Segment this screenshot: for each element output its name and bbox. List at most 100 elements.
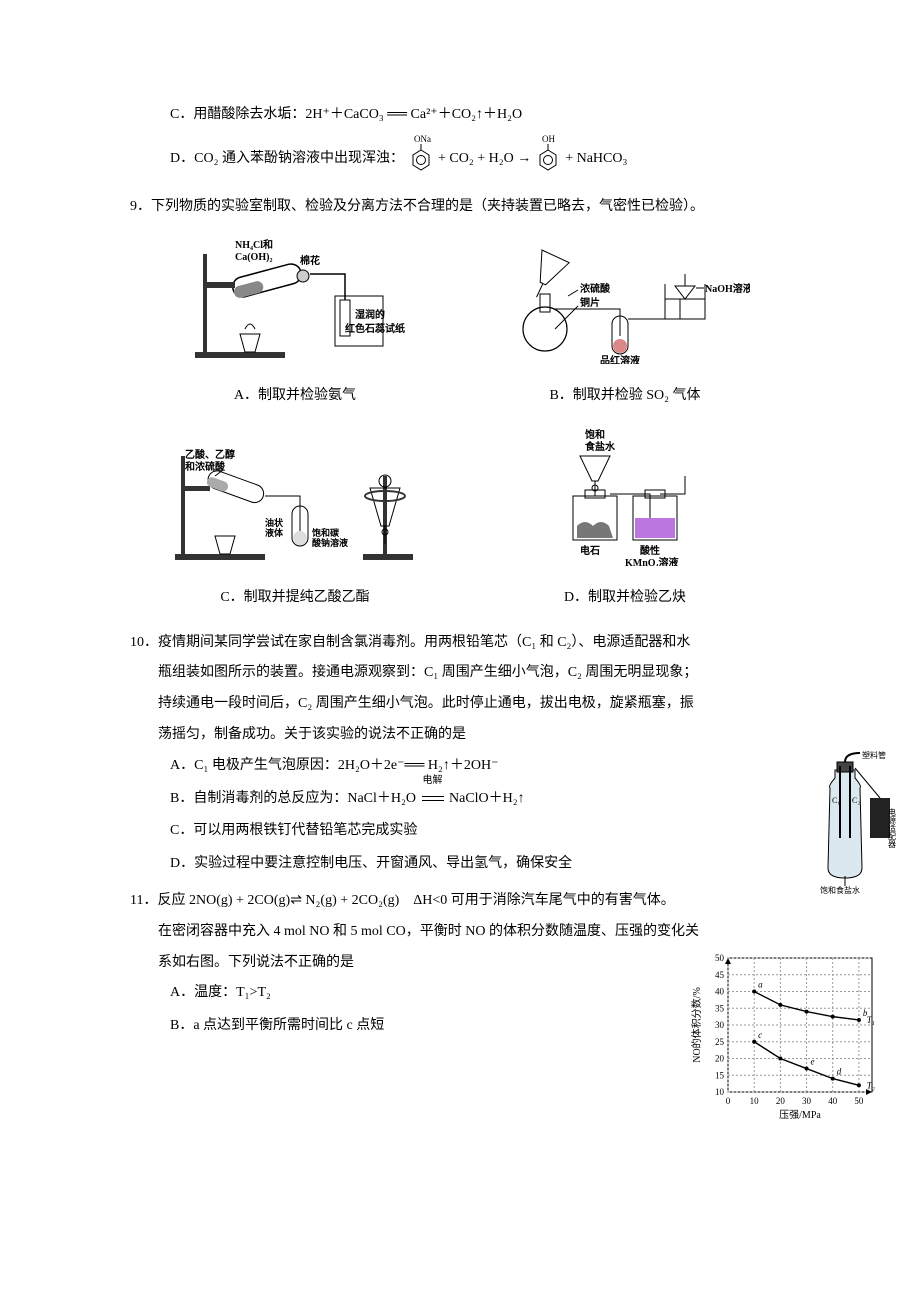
- label: 铜片: [580, 296, 600, 309]
- label: C₁: [832, 796, 840, 805]
- electrolysis-symbol: 电解: [420, 784, 446, 815]
- svg-text:30: 30: [802, 1096, 812, 1106]
- q-number: 11．: [130, 893, 157, 908]
- svg-text:T₁: T₁: [867, 1015, 875, 1025]
- label: 酸性: [640, 544, 660, 557]
- label: 品红溶液: [600, 354, 640, 364]
- q9-figB: 浓硫酸 铜片 品红溶液 NaOH溶液: [460, 244, 790, 377]
- question-9: 9．下列物质的实验室制取、检验及分离方法不合理的是（夹持装置已略去，气密性已检验…: [130, 192, 790, 614]
- label: 浓硫酸: [580, 282, 611, 295]
- q11-chart: 01020304050504540353025201510T₁abT₂cedNO…: [690, 950, 900, 1143]
- q8-option-c: C．用醋酸除去水垢：2H⁺＋CaCO₃ ══ Ca²⁺＋CO₂↑＋H₂O: [130, 100, 790, 131]
- label: 电源适配器: [888, 807, 897, 849]
- q9-stem: 9．下列物质的实验室制取、检验及分离方法不合理的是（夹持装置已略去，气密性已检验…: [158, 192, 790, 223]
- question-10: 10．疫情期间某同学尝试在家自制含氯消毒剂。用两根铅笔芯（C₁ 和 C₂）、电源…: [130, 628, 790, 880]
- svg-text:20: 20: [715, 1053, 725, 1063]
- label: 红色石蕊试纸: [345, 322, 405, 335]
- label: NH₄Cl和: [235, 238, 273, 251]
- phenol-structure: OH: [533, 133, 563, 186]
- oh-label: OH: [542, 134, 555, 144]
- q9-cap-row2: C．制取并提纯乙酸乙酯 D．制取并检验乙炔: [130, 583, 790, 614]
- svg-text:d: d: [837, 1067, 842, 1077]
- q10-option-d: D．实验过程中要注意控制电压、开窗通风、导出氢气，确保安全: [130, 849, 790, 880]
- q10-option-c: C．可以用两根铁钉代替铅笔芯完成实验: [130, 816, 790, 847]
- svg-text:40: 40: [828, 1096, 838, 1106]
- svg-text:45: 45: [715, 970, 725, 980]
- svg-text:10: 10: [750, 1096, 760, 1106]
- equation: 2H⁺＋CaCO₃ ══ Ca²⁺＋CO₂↑＋H₂O: [305, 107, 522, 122]
- svg-text:40: 40: [715, 986, 725, 996]
- svg-text:T₂: T₂: [867, 1080, 875, 1090]
- q9-fig-row2: 乙酸、乙醇 和浓硫酸 油状 液体 饱和碳 酸钠溶液: [130, 426, 790, 579]
- label: 饱和: [585, 428, 605, 441]
- svg-text:35: 35: [715, 1003, 725, 1013]
- svg-text:50: 50: [854, 1096, 864, 1106]
- opt-text: CO₂ 通入苯酚钠溶液中出现浑浊：: [194, 144, 404, 175]
- q10-stem-line3: 持续通电一段时间后，C₂ 周围产生细小气泡。此时停止通电，拔出电极，旋紧瓶塞，振: [130, 689, 790, 720]
- svg-text:20: 20: [776, 1096, 786, 1106]
- label: 液体: [265, 527, 284, 538]
- label: 和浓硫酸: [184, 460, 226, 473]
- label: 塑料管: [862, 750, 886, 760]
- label: 油状: [265, 517, 284, 528]
- opt-b-post: NaClO＋H₂↑: [449, 791, 525, 806]
- opt-b-pre: B．自制消毒剂的总反应为：NaCl＋H₂O: [170, 791, 420, 806]
- label: 酸钠溶液: [312, 537, 349, 548]
- label: 电石: [580, 544, 600, 557]
- svg-text:e: e: [811, 1057, 815, 1067]
- opt-text: 用醋酸除去水垢：: [193, 107, 305, 122]
- q9-capD: D．制取并检验乙炔: [460, 583, 790, 614]
- svg-text:c: c: [758, 1030, 762, 1040]
- svg-text:压强/MPa: 压强/MPa: [779, 1109, 821, 1121]
- q9-capA: A．制取并检验氨气: [130, 381, 460, 412]
- label: C₂: [852, 796, 860, 805]
- mid-text: + CO₂ + H₂O →: [438, 144, 531, 175]
- label: 食盐水: [584, 440, 616, 453]
- q9-cap-row1: A．制取并检验氨气 B．制取并检验 SO₂ 气体: [130, 381, 790, 412]
- svg-text:10: 10: [715, 1087, 725, 1097]
- svg-text:NO的体积分数/%: NO的体积分数/%: [690, 987, 703, 1063]
- q9-capB: B．制取并检验 SO₂ 气体: [460, 381, 790, 412]
- q10-stem-line1: 10．疫情期间某同学尝试在家自制含氯消毒剂。用两根铅笔芯（C₁ 和 C₂）、电源…: [158, 628, 790, 659]
- ona-label: ONa: [414, 134, 431, 144]
- q9-capC: C．制取并提纯乙酸乙酯: [130, 583, 460, 614]
- label: 湿润的: [355, 308, 385, 321]
- svg-text:b: b: [863, 1008, 868, 1018]
- q-number: 9．: [130, 199, 151, 214]
- q-text: 反应 2NO(g) + 2CO(g)⇌ N₂(g) + 2CO₂(g) ΔH<0…: [157, 893, 674, 908]
- q11-stem-line2: 在密闭容器中充入 4 mol NO 和 5 mol CO，平衡时 NO 的体积分…: [130, 917, 790, 948]
- q11-stem-line1: 11．反应 2NO(g) + 2CO(g)⇌ N₂(g) + 2CO₂(g) Δ…: [158, 886, 790, 917]
- label: 棉花: [300, 254, 320, 267]
- label: NaOH溶液: [705, 282, 750, 295]
- q10-figure: C₁ C₂ 塑料管 电源适配器 饱和食盐水: [810, 748, 900, 911]
- q9-figA: NH₄Cl和 Ca(OH)₂ 棉花 湿润的 红色石蕊试纸: [130, 234, 460, 377]
- q8-option-d: D．CO₂ 通入苯酚钠溶液中出现浑浊： ONa + CO₂ + H₂O → OH…: [130, 133, 790, 186]
- tail-text: + NaHCO₃: [565, 144, 627, 175]
- svg-text:30: 30: [715, 1020, 725, 1030]
- q9-figD: 饱和 食盐水 电石 酸性 KMnO₄溶液: [460, 426, 790, 579]
- svg-text:0: 0: [726, 1096, 731, 1106]
- svg-text:50: 50: [715, 953, 725, 963]
- q10-option-b: B．自制消毒剂的总反应为：NaCl＋H₂O 电解 NaClO＋H₂↑: [130, 784, 790, 815]
- opt-label: C．: [170, 107, 193, 122]
- q10-stem-line4: 荡摇匀，制备成功。关于该实验的说法不正确的是: [130, 720, 790, 751]
- opt-label: D．: [170, 144, 194, 175]
- label: 饱和碳: [312, 527, 340, 538]
- q-number: 10．: [130, 635, 158, 650]
- label: Ca(OH)₂: [235, 252, 272, 263]
- q-text: 下列物质的实验室制取、检验及分离方法不合理的是（夹持装置已略去，气密性已检验）。: [151, 199, 704, 214]
- q9-figC: 乙酸、乙醇 和浓硫酸 油状 液体 饱和碳 酸钠溶液: [130, 436, 460, 579]
- q-text: 疫情期间某同学尝试在家自制含氯消毒剂。用两根铅笔芯（C₁ 和 C₂）、电源适配器…: [158, 635, 690, 650]
- q10-option-a: A．C₁ 电极产生气泡原因：2H₂O＋2e⁻══ H₂↑＋2OH⁻: [130, 751, 790, 782]
- question-11: 11．反应 2NO(g) + 2CO(g)⇌ N₂(g) + 2CO₂(g) Δ…: [130, 886, 790, 1042]
- label: 饱和食盐水: [820, 885, 860, 895]
- svg-text:a: a: [758, 979, 763, 989]
- q8-options-tail: C．用醋酸除去水垢：2H⁺＋CaCO₃ ══ Ca²⁺＋CO₂↑＋H₂O D．C…: [130, 100, 790, 186]
- svg-text:15: 15: [715, 1070, 725, 1080]
- label: 乙酸、乙醇: [185, 448, 235, 461]
- svg-text:25: 25: [715, 1037, 725, 1047]
- q10-stem-line2: 瓶组装如图所示的装置。接通电源观察到：C₁ 周围产生细小气泡，C₂ 周围无明显现…: [130, 658, 790, 689]
- phenoxide-structure: ONa: [406, 133, 436, 186]
- label: KMnO₄溶液: [625, 556, 679, 566]
- q9-fig-row1: NH₄Cl和 Ca(OH)₂ 棉花 湿润的 红色石蕊试纸: [130, 234, 790, 377]
